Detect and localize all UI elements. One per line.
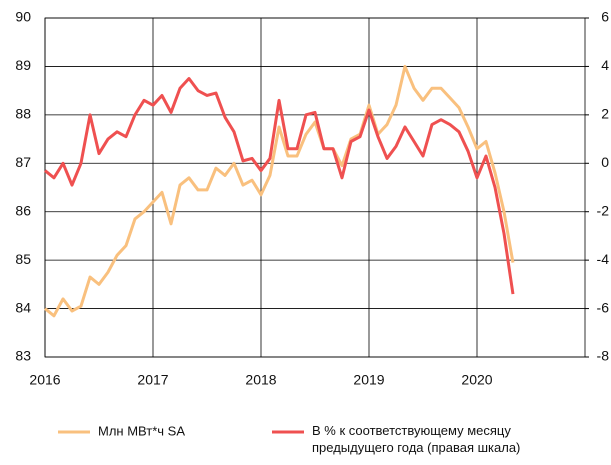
y2-tick-label: -4: [597, 251, 610, 267]
legend-label: В % к соответствующему месяцу предыдущего…: [312, 423, 520, 455]
legend-line: В % к соответствующему месяцу: [312, 423, 511, 438]
y-tick-label: 85: [15, 251, 31, 267]
x-tick-label: 2020: [461, 372, 492, 388]
legend-label: Млн МВт*ч SA: [98, 423, 185, 438]
y2-tick-label: -8: [597, 348, 610, 364]
plot-frame: [44, 17, 586, 358]
y2-tick-label: -6: [597, 299, 610, 315]
y-tick-label: 83: [15, 348, 31, 364]
y-tick-label: 84: [15, 299, 31, 315]
y2-tick-label: -2: [597, 202, 610, 218]
legend-line: предыдущего года (правая шкала): [312, 440, 520, 455]
x-tick-label: 2016: [29, 372, 60, 388]
x-tick-label: 2017: [137, 372, 168, 388]
y-tick-label: 87: [15, 154, 31, 170]
y2-tick-label: 0: [601, 154, 609, 170]
x-tick-label: 2018: [245, 372, 276, 388]
y2-tick-label: 6: [601, 9, 609, 25]
y-tick-label: 88: [15, 106, 31, 122]
y-tick-label: 86: [15, 202, 31, 218]
y-tick-label: 90: [15, 9, 31, 25]
y2-tick-label: 4: [601, 57, 609, 73]
series-line: [44, 77, 515, 295]
x-tick-label: 2019: [353, 372, 384, 388]
y-tick-label: 89: [15, 57, 31, 73]
y2-tick-label: 2: [601, 106, 609, 122]
series-line: [44, 64, 515, 318]
